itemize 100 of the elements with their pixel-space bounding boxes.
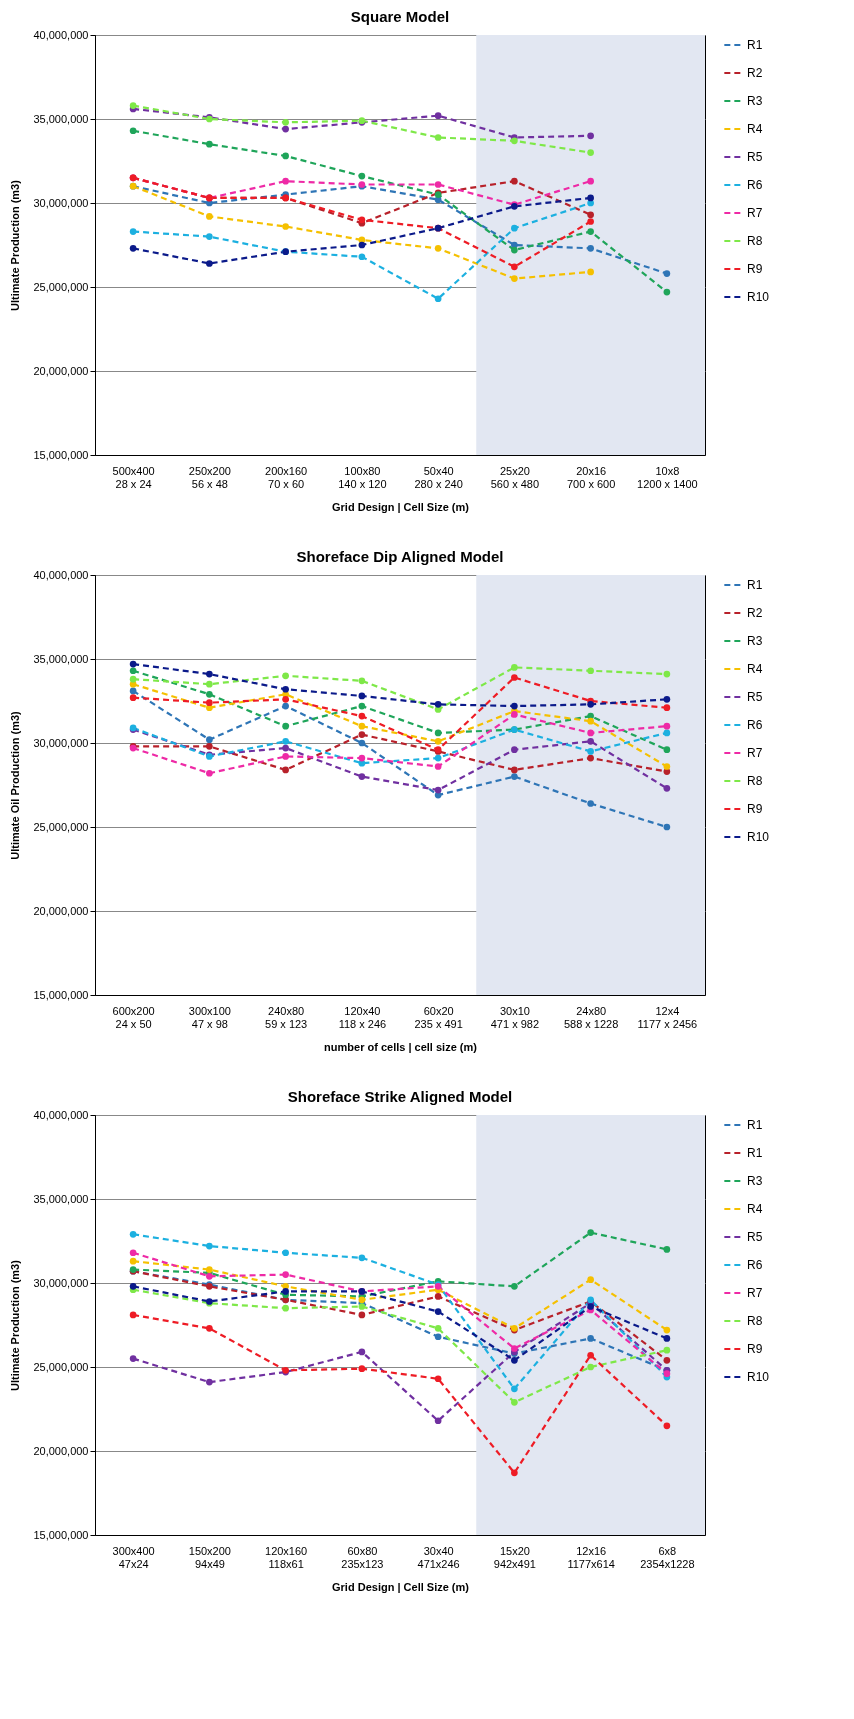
point bbox=[434, 1325, 442, 1332]
x-axis-title: number of cells | cell size (m) bbox=[324, 1040, 478, 1053]
point bbox=[434, 181, 442, 188]
legend-label: R2 bbox=[747, 66, 763, 80]
x-tick-label: 12x16 1177x614 bbox=[567, 1544, 615, 1570]
chart-title: Shoreface Strike Aligned Model bbox=[287, 1088, 513, 1105]
point bbox=[587, 1351, 594, 1359]
y-tick-label: 30,000,000 bbox=[33, 196, 89, 209]
point bbox=[129, 667, 137, 675]
point bbox=[511, 1356, 518, 1364]
x-tick-label: 500x400 28 x 24 bbox=[112, 464, 155, 490]
point bbox=[206, 680, 213, 688]
point bbox=[434, 1417, 442, 1425]
point bbox=[282, 119, 289, 126]
point bbox=[663, 1422, 671, 1430]
legend-label: R10 bbox=[747, 830, 770, 844]
point bbox=[434, 701, 442, 708]
point bbox=[206, 743, 213, 750]
x-tick-label: 30x10 471 x 982 bbox=[490, 1004, 540, 1030]
legend-label: R5 bbox=[747, 1230, 763, 1244]
point bbox=[358, 1254, 366, 1262]
x-tick-label: 250x200 56 x 48 bbox=[188, 464, 231, 490]
point bbox=[663, 722, 671, 730]
point bbox=[434, 729, 442, 737]
legend-label: R7 bbox=[747, 1286, 763, 1300]
point bbox=[587, 717, 594, 725]
y-tick-label: 15,000,000 bbox=[33, 988, 89, 1001]
point bbox=[587, 1303, 594, 1310]
point bbox=[434, 1333, 442, 1341]
legend-label: R6 bbox=[747, 178, 763, 192]
x-tick-label: 24x80 588 x 1228 bbox=[563, 1004, 619, 1030]
point bbox=[282, 702, 289, 710]
point bbox=[587, 1335, 594, 1342]
point bbox=[282, 1304, 289, 1312]
point bbox=[663, 1326, 671, 1334]
point bbox=[129, 1355, 137, 1362]
point bbox=[206, 140, 213, 148]
point bbox=[663, 704, 671, 712]
y-tick-label: 15,000,000 bbox=[33, 1528, 89, 1541]
point bbox=[434, 763, 442, 770]
point bbox=[663, 288, 671, 296]
point bbox=[282, 695, 289, 703]
point bbox=[129, 1257, 137, 1265]
x-tick-label: 15x20 942x491 bbox=[493, 1544, 536, 1570]
point bbox=[587, 218, 594, 225]
point bbox=[358, 692, 366, 700]
point bbox=[587, 268, 594, 276]
y-tick-label: 40,000,000 bbox=[33, 1108, 89, 1121]
point bbox=[282, 672, 289, 680]
y-tick-label: 30,000,000 bbox=[33, 736, 89, 749]
point bbox=[663, 695, 671, 703]
point bbox=[129, 228, 137, 235]
y-tick-label: 20,000,000 bbox=[33, 904, 89, 917]
point bbox=[129, 245, 137, 252]
legend-label: R3 bbox=[747, 1174, 763, 1188]
legend-label: R8 bbox=[747, 234, 763, 248]
point bbox=[282, 1271, 289, 1278]
chart-title: Square Model bbox=[350, 8, 450, 25]
point bbox=[129, 102, 137, 109]
point bbox=[511, 137, 518, 145]
point bbox=[282, 125, 289, 133]
y-tick-label: 20,000,000 bbox=[33, 1444, 89, 1457]
point bbox=[511, 711, 518, 718]
point bbox=[511, 766, 518, 774]
y-tick-label: 25,000,000 bbox=[33, 1360, 89, 1373]
x-tick-label: 300x100 47 x 98 bbox=[188, 1004, 231, 1030]
point bbox=[129, 675, 137, 683]
point bbox=[587, 800, 594, 807]
point bbox=[206, 670, 213, 678]
point bbox=[129, 1249, 137, 1257]
point bbox=[358, 241, 366, 249]
point bbox=[206, 1266, 213, 1273]
y-tick-label: 20,000,000 bbox=[33, 364, 89, 377]
legend-label: R7 bbox=[747, 206, 763, 220]
point bbox=[206, 233, 213, 240]
x-axis-title: Grid Design | Cell Size (m) bbox=[332, 500, 470, 513]
point bbox=[434, 1308, 442, 1315]
point bbox=[511, 746, 518, 754]
y-axis-title: Ultimate Oil Production (m3) bbox=[9, 710, 22, 860]
y-tick-label: 30,000,000 bbox=[33, 1276, 89, 1289]
point bbox=[587, 194, 594, 202]
legend-label: R5 bbox=[747, 690, 763, 704]
point bbox=[434, 295, 442, 303]
legend-label: R10 bbox=[747, 1370, 770, 1384]
point bbox=[129, 1311, 137, 1319]
point bbox=[587, 701, 594, 708]
point bbox=[587, 748, 594, 755]
point bbox=[663, 1346, 671, 1354]
legend-label: R6 bbox=[747, 1258, 763, 1272]
point bbox=[358, 754, 366, 762]
point bbox=[206, 1325, 213, 1332]
point bbox=[434, 737, 442, 745]
y-tick-label: 40,000,000 bbox=[33, 568, 89, 581]
point bbox=[358, 1303, 366, 1310]
point bbox=[282, 1288, 289, 1295]
legend-label: R1 bbox=[747, 1146, 763, 1160]
legend-label: R4 bbox=[747, 122, 763, 136]
point bbox=[511, 246, 518, 254]
legend-label: R8 bbox=[747, 1314, 763, 1328]
point bbox=[206, 699, 213, 707]
